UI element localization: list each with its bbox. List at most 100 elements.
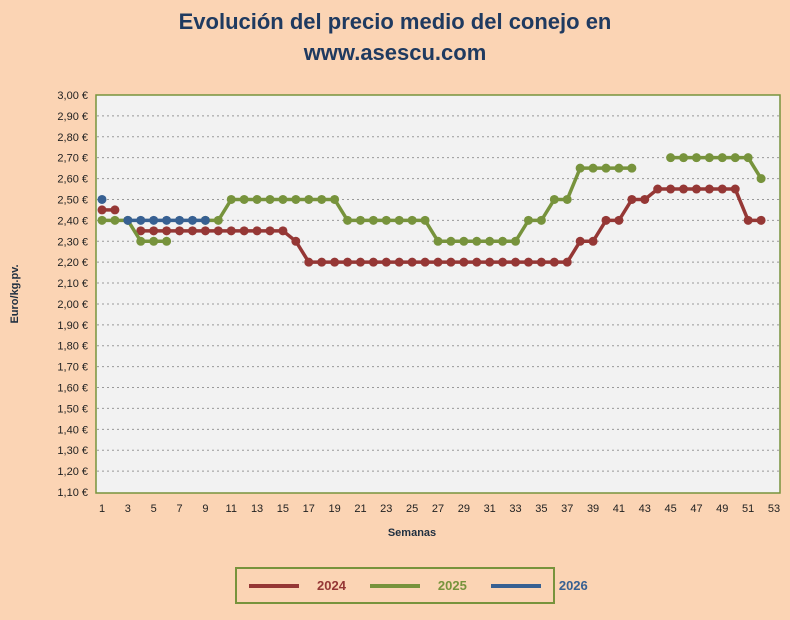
y-tick-label: 2,50 € [57, 194, 88, 206]
data-point-2025 [252, 194, 262, 204]
data-point-2024 [446, 257, 456, 267]
y-tick-label: 2,00 € [57, 299, 88, 311]
data-point-2025 [368, 215, 378, 225]
data-point-2025 [149, 236, 159, 246]
x-tick-label: 51 [742, 503, 754, 515]
y-tick-label: 1,90 € [57, 320, 88, 332]
data-point-2025 [433, 236, 443, 246]
data-point-2025 [691, 153, 701, 163]
x-tick-label: 15 [277, 503, 289, 515]
x-tick-label: 9 [202, 503, 208, 515]
x-tick-label: 27 [432, 503, 444, 515]
x-tick-label: 31 [484, 503, 496, 515]
x-tick-label: 19 [328, 503, 340, 515]
data-point-2024 [368, 257, 378, 267]
data-point-2024 [343, 257, 353, 267]
y-tick-label: 1,10 € [57, 487, 88, 499]
x-tick-label: 29 [458, 503, 470, 515]
data-point-2025 [614, 163, 624, 173]
data-point-2025 [381, 215, 391, 225]
data-point-2024 [511, 257, 521, 267]
data-point-2025 [679, 153, 689, 163]
data-point-2024 [575, 236, 585, 246]
series-2025 [97, 153, 766, 246]
data-point-2024 [640, 194, 650, 204]
data-point-2024 [381, 257, 391, 267]
x-tick-label: 33 [509, 503, 521, 515]
y-tick-label: 1,40 € [57, 424, 88, 436]
data-point-2024 [304, 257, 314, 267]
data-point-2025 [420, 215, 430, 225]
data-point-2024 [407, 257, 417, 267]
x-tick-label: 5 [151, 503, 157, 515]
data-point-2026 [200, 215, 210, 225]
data-point-2024 [213, 226, 223, 236]
data-point-2025 [459, 236, 469, 246]
data-point-2025 [756, 174, 766, 184]
title-line-1: Evolución del precio medio del conejo en [178, 9, 612, 34]
x-axis-label: Semanas [388, 527, 436, 539]
data-point-2024 [588, 236, 598, 246]
data-point-2025 [562, 194, 572, 204]
data-point-2024 [472, 257, 482, 267]
data-point-2025 [498, 236, 508, 246]
data-point-2025 [536, 215, 546, 225]
y-tick-label: 3,00 € [57, 90, 88, 102]
x-tick-label: 39 [587, 503, 599, 515]
legend-swatch [369, 583, 420, 588]
data-point-2024 [420, 257, 430, 267]
x-tick-label: 53 [768, 503, 780, 515]
data-point-2026 [136, 215, 146, 225]
data-point-2024 [653, 184, 663, 194]
data-point-2024 [666, 184, 676, 194]
data-point-2025 [278, 194, 288, 204]
data-point-2024 [523, 257, 533, 267]
legend-item-2026: 2026 [490, 578, 588, 593]
data-point-2024 [498, 257, 508, 267]
legend-label: 2026 [558, 578, 588, 593]
data-point-2024 [601, 215, 611, 225]
y-tick-label: 2,80 € [57, 132, 88, 144]
data-point-2025 [575, 163, 585, 173]
data-point-2024 [730, 184, 740, 194]
x-tick-label: 25 [406, 503, 418, 515]
data-point-2024 [355, 257, 365, 267]
data-point-2024 [330, 257, 340, 267]
data-point-2025 [343, 215, 353, 225]
data-point-2026 [149, 215, 159, 225]
data-point-2025 [304, 194, 314, 204]
data-point-2024 [704, 184, 714, 194]
data-point-2024 [110, 205, 120, 215]
data-point-2025 [162, 236, 172, 246]
y-tick-label: 1,60 € [57, 383, 88, 395]
data-point-2024 [485, 257, 495, 267]
data-point-2025 [472, 236, 482, 246]
series-2024 [97, 184, 766, 267]
data-point-2025 [136, 236, 146, 246]
x-tick-label: 7 [176, 503, 182, 515]
plot-area [95, 94, 781, 494]
y-tick-label: 1,80 € [57, 341, 88, 353]
legend: 2024 2025 2026 [235, 567, 588, 604]
y-tick-label: 2,60 € [57, 174, 88, 186]
data-point-2025 [523, 215, 533, 225]
y-tick-label: 1,50 € [57, 403, 88, 415]
data-point-2025 [239, 194, 249, 204]
x-tick-label: 35 [535, 503, 547, 515]
data-point-2024 [691, 184, 701, 194]
data-point-2026 [123, 215, 133, 225]
data-point-2025 [317, 194, 327, 204]
x-tick-label: 37 [561, 503, 573, 515]
data-point-2024 [536, 257, 546, 267]
x-tick-label: 47 [690, 503, 702, 515]
data-point-2024 [239, 226, 249, 236]
legend-swatch [490, 583, 541, 588]
data-point-2026 [175, 215, 185, 225]
legend-item-2024: 2024 [249, 578, 346, 593]
data-point-2024 [717, 184, 727, 194]
data-point-2025 [666, 153, 676, 163]
data-point-2025 [446, 236, 456, 246]
x-tick-label: 13 [251, 503, 263, 515]
data-point-2024 [226, 226, 236, 236]
